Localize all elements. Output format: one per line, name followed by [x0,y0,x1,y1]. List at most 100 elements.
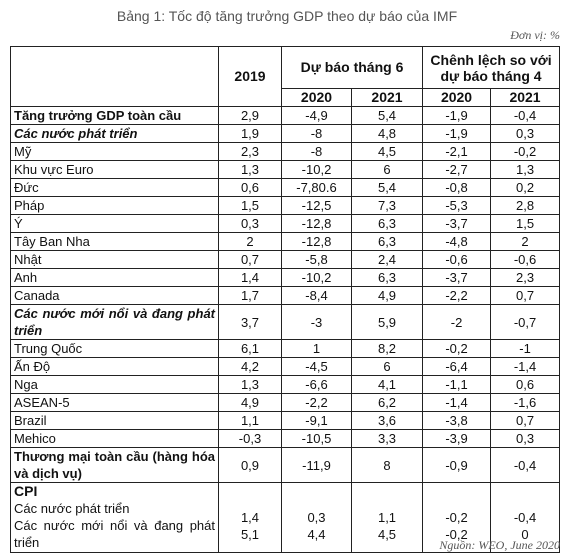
cpi-2021-cell: 1,1 4,5 [350,482,424,553]
cell-value: -0,4 [490,106,561,125]
cell-value: 3,6 [350,411,424,430]
cell-value: 2 [490,232,561,251]
cell-value: 6,3 [350,214,424,233]
cell-value: -1,4 [490,357,561,376]
row-label: Tây Ban Nha [10,232,219,251]
table-row: Tây Ban Nha 2 -12,8 6,3 -4,8 2 [10,232,561,251]
cell-value: 1 [281,339,352,358]
cell-value: -3,8 [422,411,492,430]
cpi-label: CPI [14,483,38,500]
table-row: Anh 1,4 -10,2 6,3 -3,7 2,3 [10,268,561,287]
cell-value: -5,8 [281,250,352,269]
row-label: Các nước mới nổi và đang phát triển [10,304,219,340]
cell-value: -8 [281,142,352,161]
cell-value: 0,3 [307,510,326,525]
table-row: Nga 1,3 -6,6 4,1 -1,1 0,6 [10,375,561,394]
cell-value: 5,9 [350,304,424,340]
cell-value: 4,9 [218,393,282,412]
cell-value: 0,3 [490,429,561,448]
header-2019: 2019 [218,46,282,107]
cell-value: 2,3 [490,268,561,287]
table-row: Pháp 1,5 -12,5 7,3 -5,3 2,8 [10,196,561,215]
table-row: Mehico -0,3 -10,5 3,3 -3,9 0,3 [10,429,561,448]
cell-value: -0,2 [445,527,468,542]
row-label: Các nước phát triển [10,124,219,143]
cell-value: 1,7 [218,286,282,305]
cell-value: -2,2 [422,286,492,305]
cell-value: -9,1 [281,411,352,430]
cell-value: 6 [350,160,424,179]
cell-value: -1 [490,339,561,358]
cell-value: -10,2 [281,268,352,287]
cell-value: -4,5 [281,357,352,376]
unit-label: Đơn vị: % [510,28,560,42]
cell-value: 6,3 [350,268,424,287]
header-2020-diff: 2020 [422,88,492,107]
table-row: Ý 0,3 -12,8 6,3 -3,7 1,5 [10,214,561,233]
cpi-developed-label: Các nước phát triển [14,501,130,516]
cell-value: -12,8 [281,214,352,233]
cpi-diff2020-cell: -0,2 -0,2 [422,482,492,553]
table-row: Trung Quốc 6,1 1 8,2 -0,2 -1 [10,339,561,358]
cell-value: 4,4 [307,527,326,542]
cell-value: -2 [422,304,492,340]
cell-value: -10,2 [281,160,352,179]
cell-value: 2,8 [490,196,561,215]
row-label: Canada [10,286,219,305]
cell-value: 0 [521,527,529,542]
cell-value: 4,8 [350,124,424,143]
cell-value: 0,3 [218,214,282,233]
cell-value: 7,3 [350,196,424,215]
cell-value: 0,6 [490,375,561,394]
table-row: Ấn Độ 4,2 -4,5 6 -6,4 -1,4 [10,357,561,376]
cell-value: 0,7 [218,250,282,269]
table-row: Canada 1,7 -8,4 4,9 -2,2 0,7 [10,286,561,305]
cell-value: 1,4 [240,510,260,525]
cell-value: 1,3 [218,160,282,179]
cell-value: -11,9 [281,447,352,483]
table-row: Các nước phát triển 1,9 -8 4,8 -1,9 0,3 [10,124,561,143]
row-label: Brazil [10,411,219,430]
cell-value: -2,7 [422,160,492,179]
header-diff: Chênh lệch so với dự báo tháng 4 [422,46,561,89]
cell-value: 4,5 [350,142,424,161]
cell-value: 4,2 [218,357,282,376]
cell-value: -3 [281,304,352,340]
table-row: Brazil 1,1 -9,1 3,6 -3,8 0,7 [10,411,561,430]
cpi-2019-cell: 1,4 5,1 [218,482,282,553]
cell-value: -4,9 [281,106,352,125]
cell-value: -6,6 [281,375,352,394]
row-label: Ý [10,214,219,233]
cell-value: -4,8 [422,232,492,251]
gdp-table: 2019 Dự báo tháng 6 Chênh lệch so với dự… [10,46,561,553]
cell-value: 1,5 [218,196,282,215]
cell-value: -0,6 [422,250,492,269]
cell-value: -1,4 [422,393,492,412]
table-row: Nhật 0,7 -5,8 2,4 -0,6 -0,6 [10,250,561,269]
cpi-2020-cell: 0,3 4,4 [281,482,352,553]
header-2021-diff: 2021 [490,88,561,107]
cell-value: -12,8 [281,232,352,251]
cell-value: 8 [350,447,424,483]
table-row: Khu vực Euro 1,3 -10,2 6 -2,7 1,3 [10,160,561,179]
table-title: Bảng 1: Tốc độ tăng trưởng GDP theo dự b… [116,8,458,24]
cell-value: 1,3 [218,375,282,394]
row-label: Trung Quốc [10,339,219,358]
table-row: Các nước mới nổi và đang phát triển 3,7 -3… [10,304,561,340]
row-label: Thương mại toàn cầu (hàng hóa và dịch vụ… [10,447,219,483]
header-2020: 2020 [281,88,352,107]
row-label: Tăng trưởng GDP toàn cầu [10,106,219,125]
header-2021: 2021 [350,88,424,107]
cell-value: -0,3 [218,429,282,448]
cell-value: -0,7 [490,304,561,340]
cell-value: -0,8 [422,178,492,197]
cell-value: 0,7 [490,286,561,305]
cell-value: -3,9 [422,429,492,448]
cell-value: -0,6 [490,250,561,269]
cell-value: 5,4 [350,106,424,125]
row-label: Ấn Độ [10,357,219,376]
cell-value: 2,9 [218,106,282,125]
cell-value: 2 [218,232,282,251]
cell-value: -1,6 [490,393,561,412]
header-blank [10,46,219,107]
